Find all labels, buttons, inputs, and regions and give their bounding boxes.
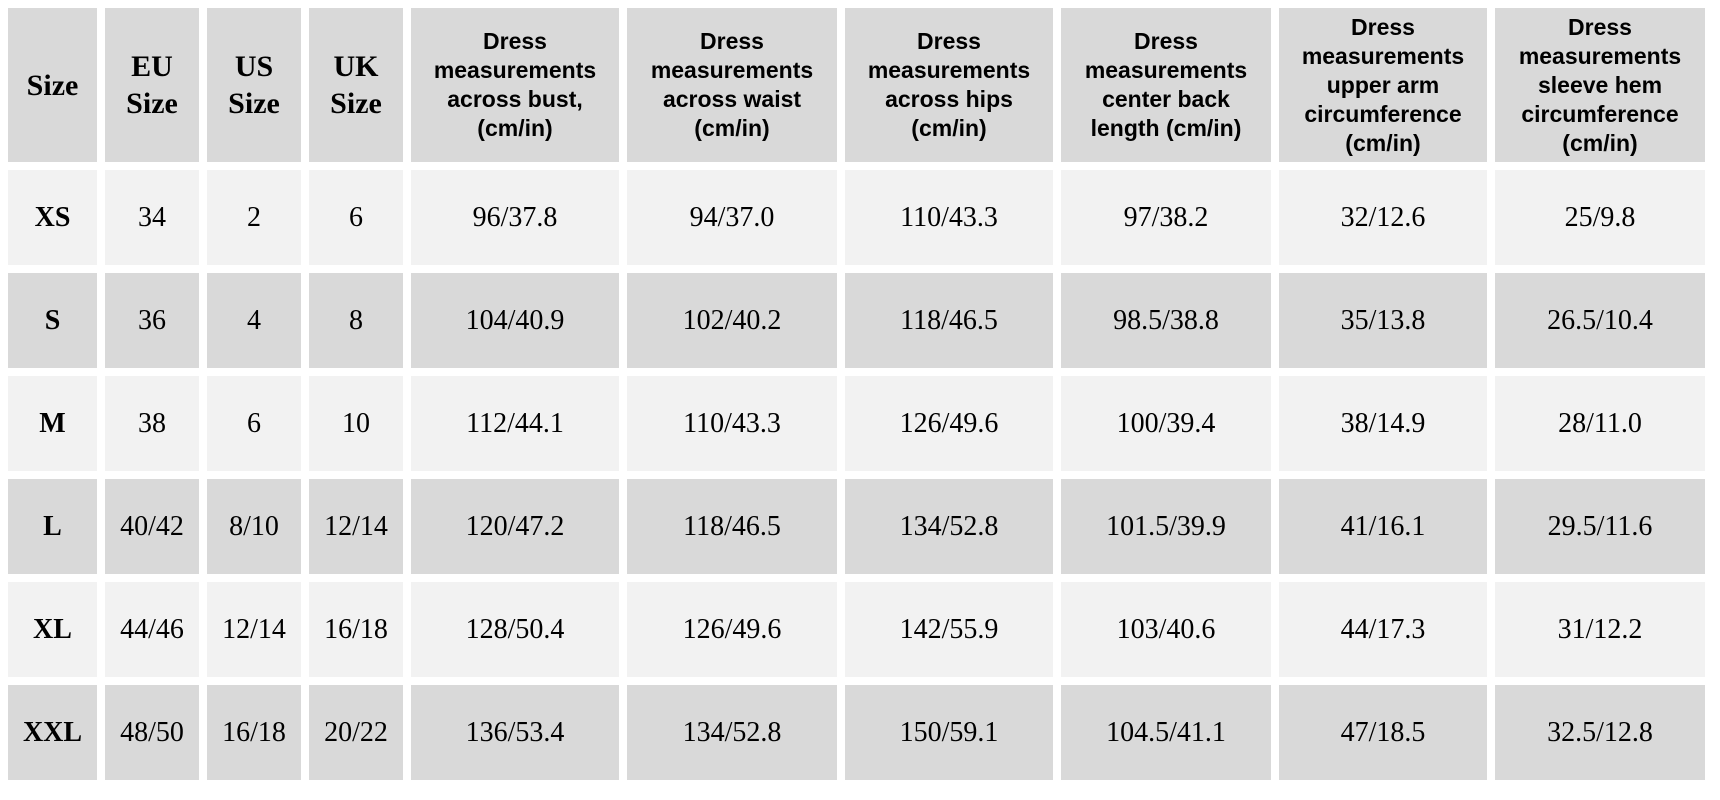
table-cell: 26.5/10.4 (1495, 273, 1705, 368)
table-row: S 36 4 8 104/40.9 102/40.2 118/46.5 98.5/38.8 35… (8, 273, 1705, 368)
table-cell: 48/50 (105, 685, 199, 780)
table-body: XS 34 2 6 96/37.8 94/37.0 110/43.3 97/38.2 32/12… (8, 170, 1705, 780)
table-cell: 126/49.6 (627, 582, 837, 677)
size-cell: XXL (8, 685, 97, 780)
header-cell: Dress measurements across bust, (cm/in) (411, 8, 619, 162)
table-cell: 136/53.4 (411, 685, 619, 780)
header-cell: Dress measurements upper arm circumferen… (1279, 8, 1487, 162)
table-cell: 150/59.1 (845, 685, 1053, 780)
table-cell: 118/46.5 (845, 273, 1053, 368)
table-cell: 104/40.9 (411, 273, 619, 368)
size-cell: XS (8, 170, 97, 265)
table-cell: 97/38.2 (1061, 170, 1271, 265)
header-cell: Dress measurements across waist (cm/in) (627, 8, 837, 162)
table-cell: 100/39.4 (1061, 376, 1271, 471)
size-cell: XL (8, 582, 97, 677)
table-cell: 142/55.9 (845, 582, 1053, 677)
size-cell: M (8, 376, 97, 471)
table-cell: 25/9.8 (1495, 170, 1705, 265)
table-row: XS 34 2 6 96/37.8 94/37.0 110/43.3 97/38.2 32/12… (8, 170, 1705, 265)
table-cell: 102/40.2 (627, 273, 837, 368)
table-cell: 6 (309, 170, 403, 265)
header-cell: Dress measurements center back length (c… (1061, 8, 1271, 162)
table-cell: 110/43.3 (627, 376, 837, 471)
table-cell: 104.5/41.1 (1061, 685, 1271, 780)
table-cell: 2 (207, 170, 301, 265)
table-cell: 120/47.2 (411, 479, 619, 574)
table-cell: 44/17.3 (1279, 582, 1487, 677)
table-cell: 101.5/39.9 (1061, 479, 1271, 574)
table-cell: 31/12.2 (1495, 582, 1705, 677)
table-cell: 12/14 (207, 582, 301, 677)
header-cell: EU Size (105, 8, 199, 162)
table-cell: 98.5/38.8 (1061, 273, 1271, 368)
size-cell: S (8, 273, 97, 368)
table-cell: 40/42 (105, 479, 199, 574)
table-cell: 16/18 (309, 582, 403, 677)
table-cell: 4 (207, 273, 301, 368)
table-cell: 134/52.8 (845, 479, 1053, 574)
size-cell: L (8, 479, 97, 574)
table-cell: 44/46 (105, 582, 199, 677)
table-cell: 38/14.9 (1279, 376, 1487, 471)
header-cell: US Size (207, 8, 301, 162)
table-cell: 12/14 (309, 479, 403, 574)
table-cell: 28/11.0 (1495, 376, 1705, 471)
header-row: Size EU Size US Size UK Size Dress measureme… (8, 8, 1705, 162)
table-cell: 35/13.8 (1279, 273, 1487, 368)
header-cell: Dress measurements across hips (cm/in) (845, 8, 1053, 162)
header-cell: UK Size (309, 8, 403, 162)
table-row: XL 44/46 12/14 16/18 128/50.4 126/49.6 142/55.… (8, 582, 1705, 677)
table-cell: 134/52.8 (627, 685, 837, 780)
table-cell: 32/12.6 (1279, 170, 1487, 265)
table-cell: 6 (207, 376, 301, 471)
table-cell: 126/49.6 (845, 376, 1053, 471)
table-cell: 8/10 (207, 479, 301, 574)
table-row: M 38 6 10 112/44.1 110/43.3 126/49.6 100/39.4 38… (8, 376, 1705, 471)
table-cell: 10 (309, 376, 403, 471)
table-cell: 118/46.5 (627, 479, 837, 574)
table-cell: 41/16.1 (1279, 479, 1487, 574)
table-cell: 16/18 (207, 685, 301, 780)
header-cell: Size (8, 8, 97, 162)
table-cell: 38 (105, 376, 199, 471)
table-cell: 112/44.1 (411, 376, 619, 471)
table-cell: 128/50.4 (411, 582, 619, 677)
table-cell: 47/18.5 (1279, 685, 1487, 780)
table-cell: 8 (309, 273, 403, 368)
table-cell: 29.5/11.6 (1495, 479, 1705, 574)
table-header: Size EU Size US Size UK Size Dress measureme… (8, 8, 1705, 162)
table-cell: 96/37.8 (411, 170, 619, 265)
table-cell: 20/22 (309, 685, 403, 780)
table-cell: 32.5/12.8 (1495, 685, 1705, 780)
table-row: XXL 48/50 16/18 20/22 136/53.4 134/52.8 150/59… (8, 685, 1705, 780)
table-cell: 110/43.3 (845, 170, 1053, 265)
table-cell: 103/40.6 (1061, 582, 1271, 677)
table-cell: 94/37.0 (627, 170, 837, 265)
table-row: L 40/42 8/10 12/14 120/47.2 118/46.5 134/52.8 1… (8, 479, 1705, 574)
table-cell: 36 (105, 273, 199, 368)
table-cell: 34 (105, 170, 199, 265)
header-cell: Dress measurements sleeve hem circumfere… (1495, 8, 1705, 162)
